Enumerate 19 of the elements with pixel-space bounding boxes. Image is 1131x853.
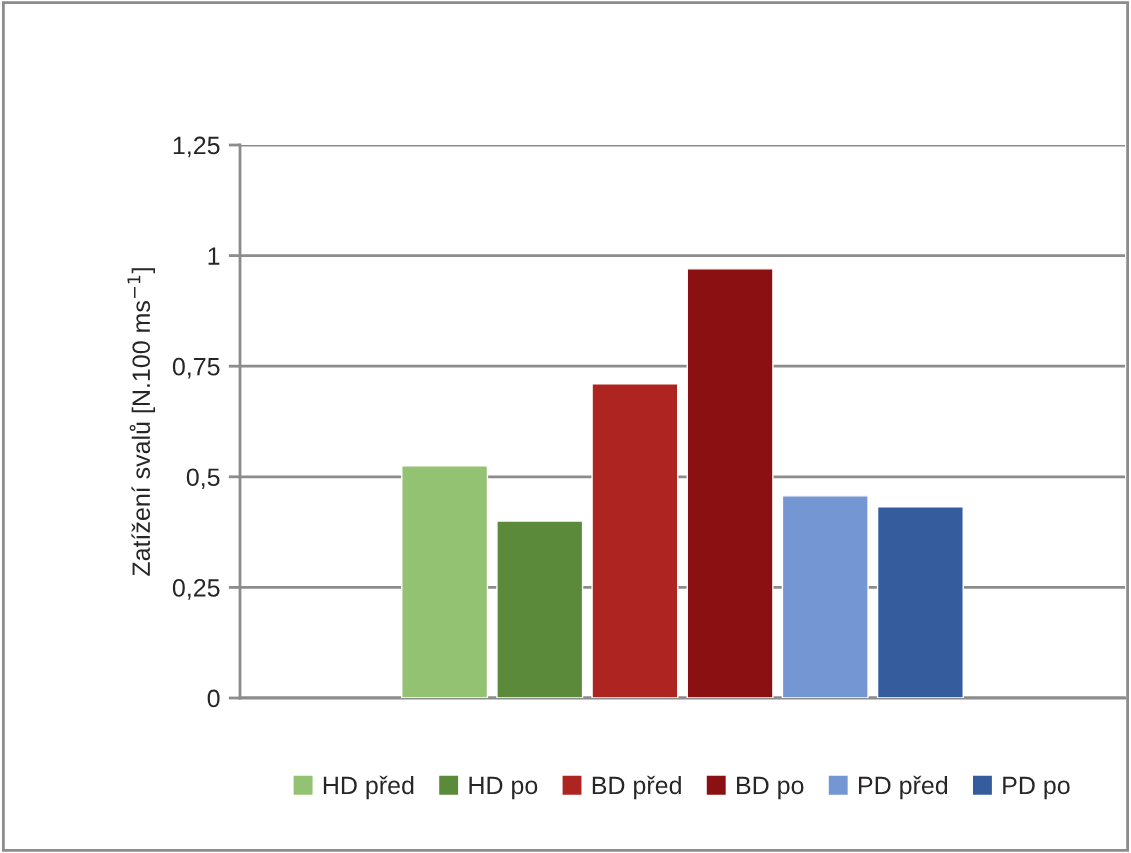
bar	[496, 520, 584, 698]
y-tick-label: 0,75	[172, 357, 220, 379]
legend-label: HD před	[323, 775, 414, 800]
legend-label: PD po	[1003, 776, 1070, 800]
bar	[781, 495, 869, 698]
y-tick-label: 0,5	[186, 468, 220, 490]
y-tick-label: 1,25	[173, 136, 220, 158]
y-tick-label: 0,25	[172, 579, 220, 600]
y-axis-title: Zatížení svalů [N.100 ms$^{−1}$]	[127, 268, 155, 576]
bar	[591, 383, 679, 698]
bar	[401, 465, 489, 698]
bar	[686, 268, 774, 698]
legend-label: BD před	[592, 775, 681, 800]
legend-label: HD po	[469, 776, 538, 800]
y-tick-label: 1	[208, 247, 220, 265]
y-tick-label: 0	[207, 689, 220, 708]
legend-label: PD před	[859, 775, 948, 800]
legend-label: BD po	[737, 776, 804, 800]
bar	[876, 506, 964, 698]
